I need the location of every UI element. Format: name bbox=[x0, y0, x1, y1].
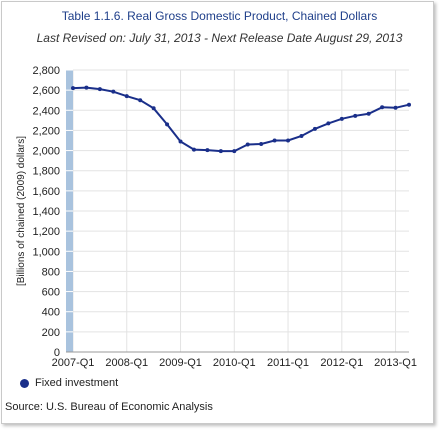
data-point bbox=[218, 149, 223, 154]
data-point bbox=[124, 94, 129, 99]
data-point bbox=[286, 138, 291, 143]
y-tick-label: 200 bbox=[42, 327, 60, 339]
data-point bbox=[259, 142, 264, 147]
y-tick-label: 2,800 bbox=[32, 65, 60, 77]
y-tick-label: 1,800 bbox=[32, 166, 60, 178]
data-point bbox=[165, 122, 170, 127]
x-tick-label: 2010-Q1 bbox=[213, 357, 256, 369]
x-tick-label: 2013-Q1 bbox=[374, 357, 417, 369]
y-tick-label: 1,600 bbox=[32, 186, 60, 198]
data-point bbox=[205, 148, 210, 153]
legend-label: Fixed investment bbox=[35, 377, 119, 389]
source-note: Source: U.S. Bureau of Economic Analysis bbox=[5, 401, 213, 413]
x-tick-label: 2009-Q1 bbox=[159, 357, 202, 369]
data-point bbox=[366, 111, 371, 116]
data-point bbox=[393, 105, 398, 110]
data-point bbox=[339, 116, 344, 121]
y-tick-label: 2,200 bbox=[32, 125, 60, 137]
y-tick-label: 0 bbox=[54, 347, 60, 359]
data-point bbox=[178, 139, 183, 144]
data-point bbox=[151, 106, 156, 111]
y-tick-label: 1,200 bbox=[32, 226, 60, 238]
legend: Fixed investment bbox=[20, 377, 118, 389]
x-tick-label: 2007-Q1 bbox=[52, 357, 95, 369]
y-tick-label: 1,400 bbox=[32, 206, 60, 218]
data-point bbox=[299, 133, 304, 138]
x-tick-label: 2008-Q1 bbox=[105, 357, 148, 369]
x-tick-label: 2011-Q1 bbox=[267, 357, 309, 369]
y-tick-label: 1,000 bbox=[32, 246, 60, 258]
data-point bbox=[138, 98, 143, 103]
y-tick-label: 2,000 bbox=[32, 146, 60, 158]
data-point bbox=[326, 121, 331, 126]
y-axis-label: [Billions of chained (2009) dollars] bbox=[16, 136, 27, 286]
data-point bbox=[191, 147, 196, 152]
chart-subtitle: Last Revised on: July 31, 2013 - Next Re… bbox=[36, 31, 403, 45]
data-point bbox=[232, 149, 237, 154]
data-point bbox=[97, 87, 102, 92]
data-point bbox=[71, 86, 75, 91]
series-line-fixed-investment bbox=[72, 86, 410, 153]
data-point bbox=[111, 89, 116, 94]
data-point bbox=[312, 126, 317, 131]
data-point bbox=[380, 105, 385, 110]
y-tick-label: 400 bbox=[42, 307, 60, 319]
x-tick-label: 2012-Q1 bbox=[320, 357, 363, 369]
y-tick-label: 2,400 bbox=[32, 105, 60, 117]
y-tick-label: 800 bbox=[42, 266, 60, 278]
y-tick-label: 600 bbox=[42, 287, 60, 299]
data-point bbox=[245, 142, 250, 147]
chart-title: Table 1.1.6. Real Gross Domestic Product… bbox=[61, 9, 378, 23]
data-point bbox=[272, 138, 277, 143]
y-tick-label: 2,600 bbox=[32, 85, 60, 97]
data-point bbox=[353, 113, 358, 118]
data-point bbox=[407, 102, 411, 107]
legend-marker bbox=[20, 378, 29, 388]
data-point bbox=[84, 85, 89, 90]
